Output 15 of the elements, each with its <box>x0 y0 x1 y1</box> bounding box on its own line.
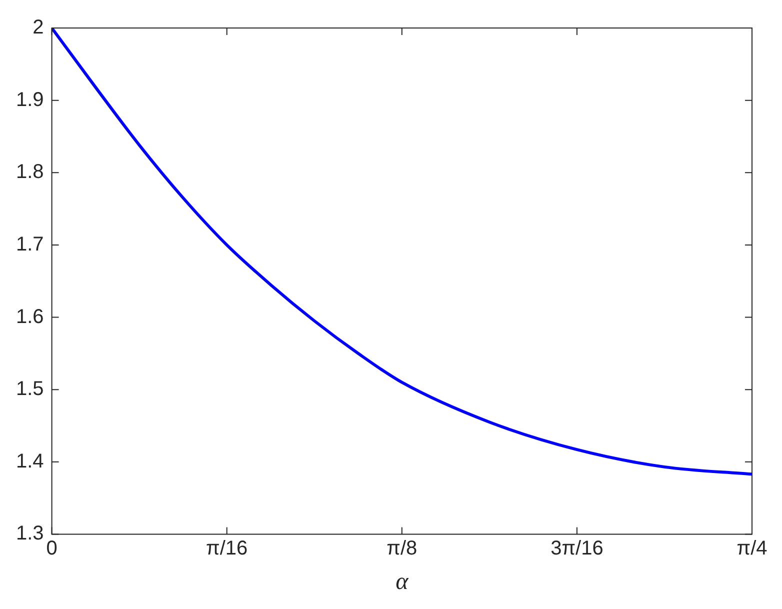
y-tick-label: 1.8 <box>16 161 44 184</box>
x-tick-label: π/8 <box>386 538 418 560</box>
x-tick-label: π/16 <box>206 538 248 560</box>
x-tick-label: 0 <box>46 538 58 560</box>
line-series <box>52 28 752 476</box>
y-tick-label: 1.3 <box>16 522 44 545</box>
y-tick-label: 1.5 <box>16 378 44 400</box>
x-tick-label: π/4 <box>736 538 768 560</box>
y-tick-label: 1.4 <box>16 450 44 472</box>
y-tick-label: 1.6 <box>16 306 44 328</box>
x-tick-label: 3π/16 <box>550 538 604 560</box>
y-tick-label: 1.9 <box>16 88 44 111</box>
y-tick-label: 2 <box>32 16 44 39</box>
y-tick-label: 1.7 <box>16 233 44 256</box>
x-axis-title: α <box>396 568 409 595</box>
